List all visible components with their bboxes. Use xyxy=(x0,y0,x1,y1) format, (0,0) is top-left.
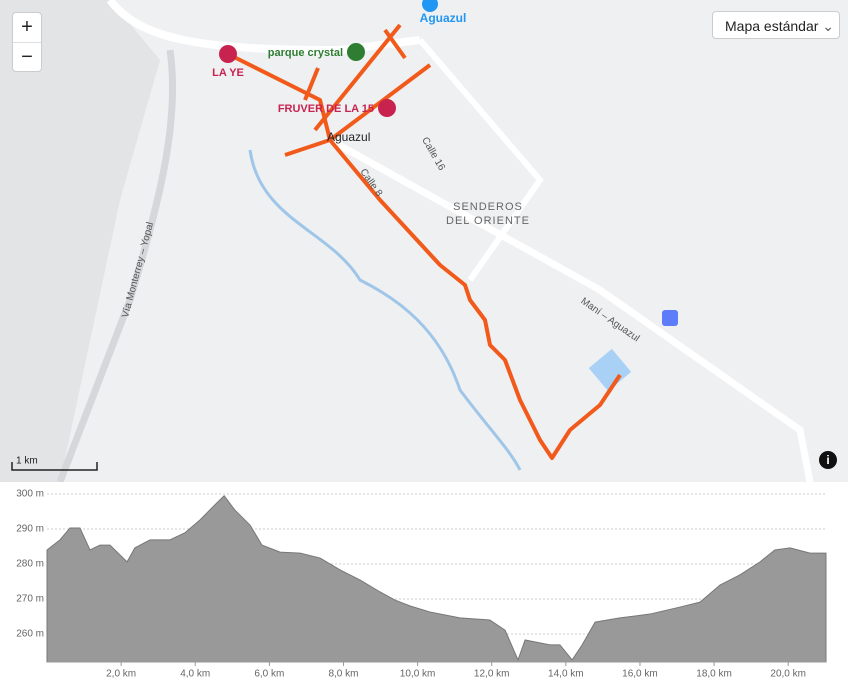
poi-icon xyxy=(219,45,237,63)
y-tick-label: 300 m xyxy=(16,489,44,500)
scale-bar xyxy=(11,462,98,471)
place-label: FRUVER DE LA 15 xyxy=(278,103,374,115)
x-tick-label: 2,0 km xyxy=(106,669,136,680)
water xyxy=(588,348,632,392)
route xyxy=(284,23,432,157)
road xyxy=(328,136,814,482)
x-tick-label: 18,0 km xyxy=(696,669,732,680)
map: i Aguazul LA YE parque crystal FRUVER DE… xyxy=(0,0,848,482)
y-tick-label: 280 m xyxy=(16,559,44,570)
zoom-control: + − xyxy=(12,12,42,72)
chevron: ⌄ xyxy=(822,18,835,34)
elevation-area xyxy=(46,494,827,663)
y-tick-label: 260 m xyxy=(16,629,44,640)
poi-icon xyxy=(422,0,438,12)
x-tick-label: 12,0 km xyxy=(474,669,510,680)
layer-label: Mapa estándar xyxy=(725,18,819,34)
road xyxy=(417,38,544,282)
x-tick-label: 4,0 km xyxy=(180,669,210,680)
road xyxy=(106,0,421,55)
x-tick-label: 16,0 km xyxy=(622,669,658,680)
route xyxy=(229,53,622,460)
x-tick-label: 10,0 km xyxy=(400,669,436,680)
poi-icon xyxy=(378,99,396,117)
x-tick-label: 8,0 km xyxy=(328,669,358,680)
elevation-chart: 260 m 270 m 280 m 290 m 300 m 2,0 km 4,0 km 6,0… xyxy=(16,489,827,680)
road xyxy=(56,49,177,482)
place-label: SENDEROS xyxy=(453,201,523,213)
x-tick-label: 14,0 km xyxy=(548,669,584,680)
airport-icon xyxy=(662,310,678,326)
place-label: parque crystal xyxy=(268,47,343,59)
terrain xyxy=(0,0,160,482)
info-icon: i xyxy=(826,453,829,467)
river xyxy=(248,149,522,471)
poi-icon xyxy=(347,43,365,61)
zoom-out[interactable]: − xyxy=(21,46,33,68)
place-label: DEL ORIENTE xyxy=(446,215,530,227)
place-label: Aguazul xyxy=(327,130,370,144)
x-tick-label: 20,0 km xyxy=(770,669,806,680)
scale-label: 1 km xyxy=(16,456,38,467)
x-tick-label: 6,0 km xyxy=(254,669,284,680)
layer-button[interactable]: Mapa estándar ⌄ xyxy=(712,11,840,39)
y-tick-label: 290 m xyxy=(16,524,44,535)
y-tick-label: 270 m xyxy=(16,594,44,605)
place-label: Aguazul xyxy=(420,11,467,25)
zoom-in[interactable]: + xyxy=(13,13,41,43)
info-button[interactable] xyxy=(819,451,837,469)
place-label: LA YE xyxy=(212,67,244,79)
